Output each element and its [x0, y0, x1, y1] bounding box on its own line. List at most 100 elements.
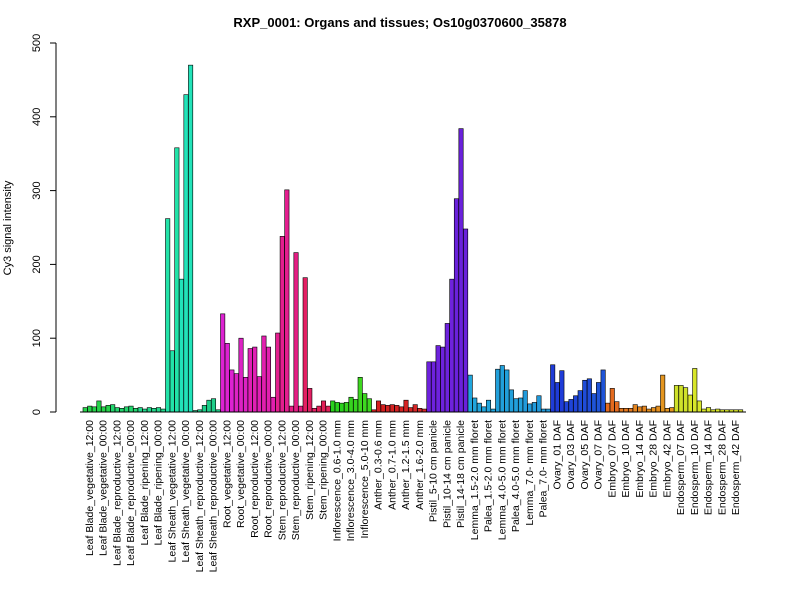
x-tick-label: Inflorescence_3.0-4.0 mm [345, 420, 357, 542]
bar [146, 407, 152, 413]
bar [476, 402, 482, 413]
bar [412, 404, 418, 413]
x-tick-label: Pistil_10-14 cm panicle [441, 420, 453, 528]
bar [486, 399, 492, 413]
bar [101, 406, 107, 413]
x-axis: Leaf Blade_vegetative_12:00 Leaf Blade_ve… [80, 411, 746, 573]
bar [596, 382, 602, 413]
bar [664, 408, 670, 413]
bar [119, 408, 125, 413]
bar [183, 94, 189, 413]
bar [307, 388, 313, 413]
x-tick-label: Embryo_07 DAF [606, 420, 618, 498]
bar [577, 390, 583, 413]
y-tick-label: 200 [31, 255, 43, 273]
bar [275, 332, 281, 413]
bar [554, 382, 560, 413]
bar [591, 393, 597, 413]
x-tick-label: Ovary_07 DAF [593, 420, 605, 489]
bar [348, 396, 354, 413]
bar [522, 390, 528, 413]
x-tick-label: Palea_4.0-5.0 mm floret [510, 420, 522, 532]
bar [114, 407, 120, 413]
y-tick-label: 100 [31, 329, 43, 347]
bar [178, 278, 184, 413]
x-tick-label: Stem_reproductive_12:00 [276, 420, 288, 540]
bar [467, 374, 473, 413]
x-tick-label: Leaf Blade_ripening_00:00 [153, 420, 165, 546]
y-tick-label: 300 [31, 181, 43, 199]
bar [201, 405, 207, 413]
x-tick-label: Endosperm_14 DAF [703, 420, 715, 515]
bar [678, 385, 684, 413]
bar [568, 399, 574, 413]
bar [220, 313, 226, 413]
x-tick-label: Leaf Sheath_vegetative_12:00 [166, 420, 178, 563]
bar [211, 398, 217, 413]
bar [82, 407, 88, 413]
bar [641, 405, 647, 413]
chart-title: RXP_0001: Organs and tissues; Os10g03706… [233, 15, 566, 30]
bar [440, 346, 446, 413]
bar [536, 395, 542, 413]
x-tick-label: Root_reproductive_12:00 [249, 420, 261, 538]
bar [431, 361, 437, 413]
x-tick-label: Leaf Sheath_reproductive_12:00 [194, 420, 206, 573]
bar [133, 408, 139, 413]
bar [518, 397, 524, 413]
x-tick-label: Root_reproductive_00:00 [263, 420, 275, 538]
bar [330, 400, 336, 413]
x-tick-label: Pistil_14-18 cm panicle [455, 420, 467, 528]
bar [618, 408, 624, 413]
bar [279, 236, 285, 413]
bar [362, 393, 368, 413]
bar [504, 369, 510, 413]
bars [82, 64, 744, 413]
x-tick-label: Pistil_5-10 cm panicle [428, 420, 440, 522]
bar [651, 407, 657, 413]
x-tick-label: Ovary_01 DAF [551, 420, 563, 489]
bar [311, 408, 317, 413]
bar [325, 405, 331, 413]
x-tick-label: Embryo_28 DAF [648, 420, 660, 498]
bar [261, 335, 267, 413]
y-tick-label: 400 [31, 108, 43, 126]
bar [165, 218, 171, 413]
bar [637, 406, 643, 413]
bar [550, 364, 556, 413]
bar [302, 277, 308, 413]
bar [692, 368, 698, 413]
bar [495, 368, 501, 413]
bar [174, 147, 180, 413]
bar [256, 376, 262, 413]
y-tick-label: 500 [31, 34, 43, 52]
bar [91, 406, 97, 413]
x-tick-label: Leaf Blade_vegetative_12:00 [84, 420, 96, 556]
bar [123, 406, 129, 413]
x-tick-label: Leaf Blade_ripening_12:00 [139, 420, 151, 546]
bar [353, 399, 359, 413]
bar [334, 402, 340, 413]
bar [376, 400, 382, 413]
y-tick-label: 0 [31, 409, 43, 415]
bar [403, 399, 409, 413]
bar [137, 407, 143, 413]
x-tick-label: Anther_1.2-1.5 mm [400, 420, 412, 510]
y-axis: 0 100 200 300 400 500 [31, 34, 57, 415]
bar [444, 323, 450, 413]
bar [266, 346, 272, 413]
bar [417, 408, 423, 413]
bar [188, 64, 194, 413]
bar [270, 396, 276, 413]
bar [660, 374, 666, 413]
bar [499, 365, 505, 413]
bar [247, 348, 253, 413]
bar [156, 407, 162, 413]
bar [527, 403, 533, 413]
bar [398, 406, 404, 413]
bar [233, 373, 239, 413]
bar [426, 361, 432, 413]
bar [343, 402, 349, 413]
bar [339, 402, 345, 413]
x-tick-label: Embryo_10 DAF [620, 420, 632, 498]
